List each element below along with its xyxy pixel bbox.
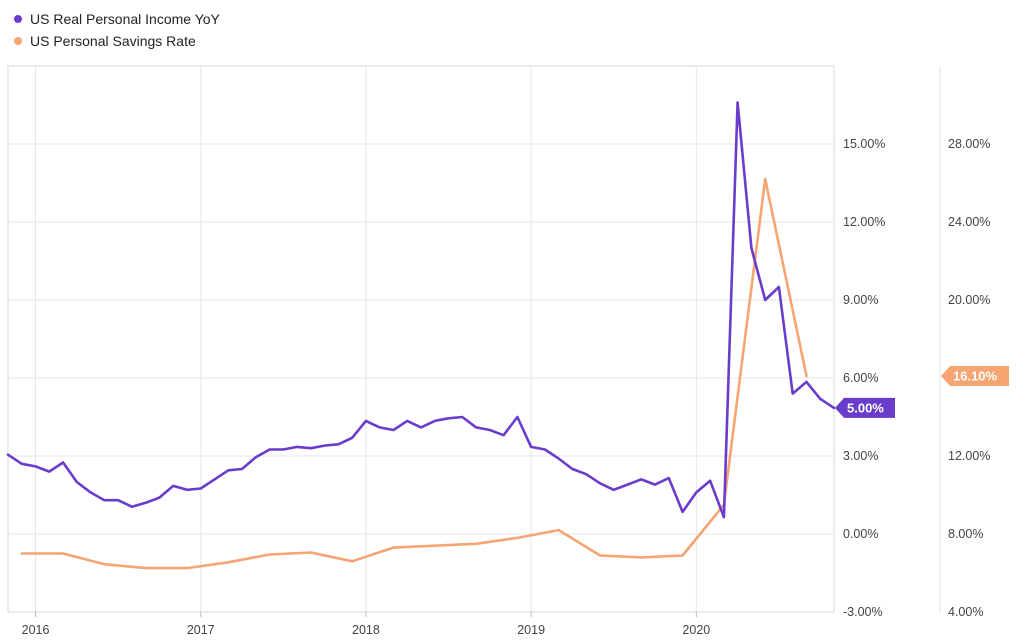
x-tick-label: 2018 <box>352 623 380 637</box>
y-left-tick-label: 0.00% <box>843 527 878 541</box>
y-left-tick-label: 15.00% <box>843 137 885 151</box>
last-value-badge-real-income-label: 5.00% <box>847 400 884 415</box>
legend-item-real-income[interactable]: US Real Personal Income YoY <box>14 8 220 30</box>
series-line-real-income <box>6 101 836 519</box>
y-right-tick-label: 24.00% <box>948 215 990 229</box>
y-right-tick-label: 20.00% <box>948 293 990 307</box>
x-tick-label: 2019 <box>517 623 545 637</box>
plot-frame <box>7 65 835 613</box>
legend-label-savings-rate: US Personal Savings Rate <box>30 33 196 49</box>
legend: US Real Personal Income YoY US Personal … <box>14 8 220 52</box>
legend-marker-real-income <box>14 15 22 23</box>
legend-item-savings-rate[interactable]: US Personal Savings Rate <box>14 30 220 52</box>
series-line-savings-rate <box>20 177 808 570</box>
x-tick-label: 2016 <box>22 623 50 637</box>
y-right-tick-label: 8.00% <box>948 527 983 541</box>
y-left-tick-label: 3.00% <box>843 449 878 463</box>
legend-label-real-income: US Real Personal Income YoY <box>30 11 220 27</box>
legend-marker-savings-rate <box>14 37 22 45</box>
y-right-tick-label: 4.00% <box>948 605 983 619</box>
y-right-tick-label: 12.00% <box>948 449 990 463</box>
y-left-tick-label: 12.00% <box>843 215 885 229</box>
y-left-tick-label: -3.00% <box>843 605 883 619</box>
last-value-badge-real-income-bg <box>835 397 895 418</box>
y-right-tick-label: 28.00% <box>948 137 990 151</box>
x-tick-label: 2017 <box>187 623 215 637</box>
x-tick-label: 2020 <box>682 623 710 637</box>
y-left-tick-label: 9.00% <box>843 293 878 307</box>
last-value-badge-savings-rate-label: 16.10% <box>953 369 998 384</box>
y-left-tick-label: 6.00% <box>843 371 878 385</box>
last-value-badge-savings-rate-bg <box>941 366 1009 387</box>
